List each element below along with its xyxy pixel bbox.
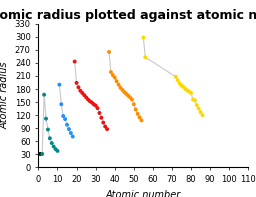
Point (67, 127, 71, 131)
Point (65, 123, 69, 126)
Point (69, 131, 73, 135)
Point (44, 117, 48, 120)
Point (199, 111, 203, 114)
Point (182, 85, 186, 88)
Point (179, 84, 184, 87)
Point (40, 152, 44, 155)
Point (42, 93, 46, 96)
Point (113, 76, 117, 79)
Point (48, 137, 52, 140)
Point (183, 87, 187, 91)
Point (119, 86, 123, 89)
Point (52, 145, 56, 148)
Point (185, 89, 189, 92)
Point (116, 83, 121, 86)
Title: Atomic radius plotted against atomic number: Atomic radius plotted against atomic num… (0, 9, 256, 22)
Point (191, 98, 195, 101)
Point (197, 107, 201, 110)
Point (38, 152, 42, 155)
Point (126, 94, 130, 97)
Point (74, 81, 79, 85)
Point (136, 112, 140, 115)
Point (200, 114, 205, 117)
Point (109, 71, 113, 74)
Point (99, 116, 103, 119)
Point (98, 111, 102, 114)
Point (134, 108, 138, 111)
Point (46, 128, 50, 131)
Point (57, 83, 61, 86)
Point (86, 98, 90, 101)
Point (80, 91, 84, 95)
Point (174, 75, 178, 78)
Point (50, 141, 54, 145)
Point (124, 92, 128, 95)
Point (189, 91, 193, 95)
Point (141, 36, 145, 39)
Point (130, 98, 134, 101)
Point (54, 148, 58, 151)
Point (111, 73, 115, 77)
Point (178, 82, 182, 85)
Point (140, 119, 144, 122)
Y-axis label: Atomic radius: Atomic radius (0, 62, 9, 129)
Point (71, 135, 75, 138)
Point (59, 103, 63, 106)
Point (84, 96, 88, 99)
Point (132, 103, 136, 106)
Point (78, 89, 82, 92)
Point (56, 149, 60, 152)
Point (92, 103, 96, 106)
Point (195, 104, 199, 107)
Point (128, 96, 132, 99)
Point (95, 107, 100, 110)
Point (187, 90, 191, 93)
Point (73, 60, 77, 63)
Point (103, 125, 107, 128)
Point (88, 100, 92, 103)
Point (115, 80, 119, 83)
Point (120, 88, 124, 91)
Point (77, 86, 81, 89)
X-axis label: Atomic number: Atomic number (106, 190, 181, 197)
Point (63, 117, 67, 121)
Point (105, 127, 109, 131)
Point (82, 94, 86, 97)
Point (137, 116, 142, 119)
Point (122, 90, 126, 94)
Point (143, 56, 147, 59)
Point (107, 50, 111, 54)
Point (193, 99, 197, 102)
Point (101, 121, 105, 124)
Point (61, 114, 65, 118)
Point (176, 79, 180, 82)
Point (94, 104, 98, 107)
Point (90, 101, 94, 104)
